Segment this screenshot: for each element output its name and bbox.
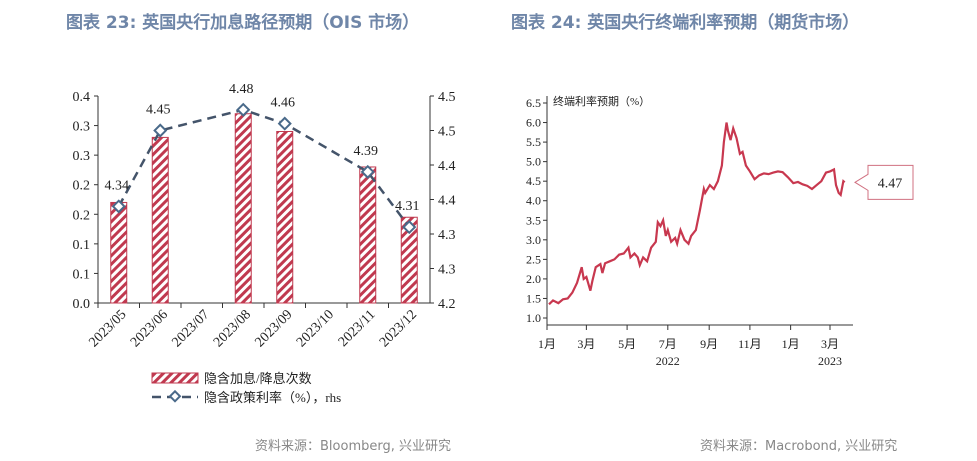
y2-tick-label: 4.5 [438, 90, 456, 105]
y-tick-label: 4.0 [526, 194, 541, 208]
terminal-rate-line [548, 122, 846, 306]
y2-tick-label: 4.5 [438, 125, 456, 140]
x-tick-label: 3月 [821, 337, 839, 351]
x-tick-label: 2023/11 [336, 307, 379, 350]
x-tick-label: 3月 [577, 337, 595, 351]
y-tick-label: 3.5 [526, 213, 541, 227]
rate-marker [153, 123, 168, 138]
y-tick-label: 6.0 [526, 116, 541, 130]
rate-label: 4.48 [229, 82, 254, 97]
y2-tick-label: 4.4 [438, 194, 456, 209]
rate-marker [277, 116, 292, 131]
legend-bar-swatch [151, 372, 199, 384]
rate-marker [111, 199, 126, 214]
y-tick-label: 0.0 [73, 297, 91, 312]
y-tick-label: 5.0 [526, 155, 541, 169]
bar [276, 130, 294, 304]
year-label: 2022 [656, 354, 680, 368]
y-tick-label: 6.5 [526, 96, 541, 110]
rate-label: 4.46 [271, 96, 296, 111]
rate-marker [360, 164, 375, 179]
rate-label: 4.34 [105, 178, 130, 193]
y-tick-label: 1.5 [526, 291, 541, 305]
y-tick-label: 0.1 [73, 267, 91, 282]
legend-line-marker [168, 389, 182, 403]
y2-tick-label: 4.3 [438, 228, 456, 243]
left-chart-title: 图表 23: 英国央行加息路径预期（OIS 市场） [66, 13, 420, 33]
y-tick-label: 0.3 [73, 120, 91, 135]
y2-tick-label: 4.3 [438, 263, 456, 278]
rate-label: 4.31 [395, 199, 420, 214]
y-tick-label: 0.3 [73, 149, 91, 164]
y-tick-label: 2.0 [526, 272, 541, 286]
bar [234, 113, 252, 304]
x-tick-label: 1月 [782, 337, 800, 351]
rate-line [117, 108, 411, 228]
rate-marker [236, 102, 251, 117]
x-tick-label: 2023/12 [377, 307, 420, 350]
bar [110, 201, 128, 304]
x-tick-label: 2023/06 [128, 307, 171, 350]
x-tick-label: 2023/05 [87, 307, 130, 350]
x-tick-label: 7月 [659, 337, 677, 351]
y-tick-label: 3.0 [526, 233, 541, 247]
y-tick-label: 0.2 [73, 208, 91, 223]
y-tick-label: 5.5 [526, 135, 541, 149]
rate-marker [402, 220, 417, 235]
bar [359, 166, 377, 304]
rate-label: 4.45 [146, 103, 171, 118]
last-value-label: 4.47 [878, 176, 903, 191]
y-tick-label: 2.5 [526, 252, 541, 266]
rate-label: 4.39 [354, 144, 379, 159]
bar [400, 216, 418, 304]
legend-bar-label: 隐含加息/降息次数 [204, 371, 312, 386]
y-axis-title: 终端利率预期（%） [553, 94, 650, 108]
x-tick-label: 2023/10 [294, 307, 337, 350]
x-tick-label: 2023/07 [170, 307, 213, 350]
left-source: 资料来源：Bloomberg, 兴业研究 [255, 439, 451, 454]
right-chart-title: 图表 24: 英国央行终端利率预期（期货市场） [511, 13, 860, 33]
right-source: 资料来源：Macrobond, 兴业研究 [700, 439, 898, 454]
x-tick-label: 2023/08 [211, 307, 254, 350]
year-label: 2023 [818, 354, 842, 368]
y-tick-label: 0.2 [73, 179, 91, 194]
y-tick-label: 0.4 [73, 90, 91, 105]
last-value-callout [854, 164, 914, 200]
y-tick-label: 1.0 [526, 311, 541, 325]
legend-line-label: 隐含政策利率（%），rhs [204, 390, 341, 405]
y2-tick-label: 4.4 [438, 159, 456, 174]
y2-tick-label: 4.2 [438, 297, 456, 312]
x-tick-label: 2023/09 [253, 307, 296, 350]
y-tick-label: 0.1 [73, 238, 91, 253]
x-tick-label: 1月 [538, 337, 556, 351]
x-tick-label: 9月 [700, 337, 718, 351]
x-tick-label: 11月 [738, 337, 762, 351]
y-tick-label: 4.5 [526, 174, 541, 188]
bar [151, 136, 169, 304]
x-tick-label: 5月 [618, 337, 636, 351]
